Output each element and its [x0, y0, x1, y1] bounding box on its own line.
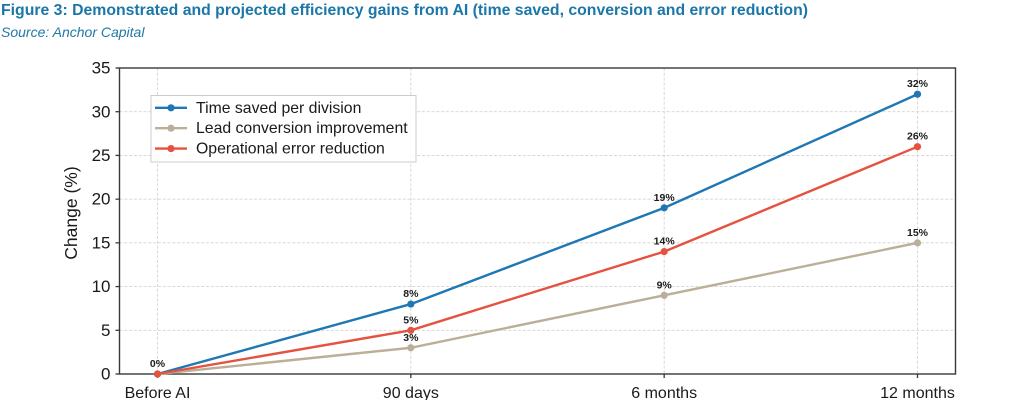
svg-text:5%: 5%: [403, 314, 419, 326]
svg-text:9%: 9%: [657, 279, 673, 291]
svg-text:8%: 8%: [403, 288, 419, 300]
svg-text:10: 10: [92, 277, 111, 296]
svg-text:Change (%): Change (%): [61, 166, 81, 259]
svg-text:Operational error reduction: Operational error reduction: [196, 141, 385, 158]
svg-text:3%: 3%: [403, 332, 419, 344]
svg-text:Lead conversion improvement: Lead conversion improvement: [196, 120, 408, 137]
svg-text:0%: 0%: [150, 358, 166, 370]
svg-text:30: 30: [92, 102, 111, 121]
svg-text:90 days: 90 days: [383, 385, 439, 400]
svg-text:Before AI: Before AI: [125, 385, 191, 400]
svg-text:Time saved per division: Time saved per division: [196, 100, 361, 117]
svg-text:25: 25: [92, 146, 111, 165]
svg-text:12 months: 12 months: [880, 385, 955, 400]
svg-text:32%: 32%: [907, 78, 929, 90]
svg-text:5: 5: [101, 321, 110, 340]
svg-text:20: 20: [92, 190, 111, 209]
svg-text:6 months: 6 months: [631, 385, 697, 400]
svg-text:19%: 19%: [654, 192, 676, 204]
svg-text:14%: 14%: [654, 236, 676, 248]
svg-text:26%: 26%: [907, 131, 929, 143]
svg-text:0: 0: [101, 365, 110, 384]
svg-text:15%: 15%: [907, 227, 929, 239]
svg-text:15: 15: [92, 233, 111, 252]
svg-text:35: 35: [92, 59, 111, 78]
